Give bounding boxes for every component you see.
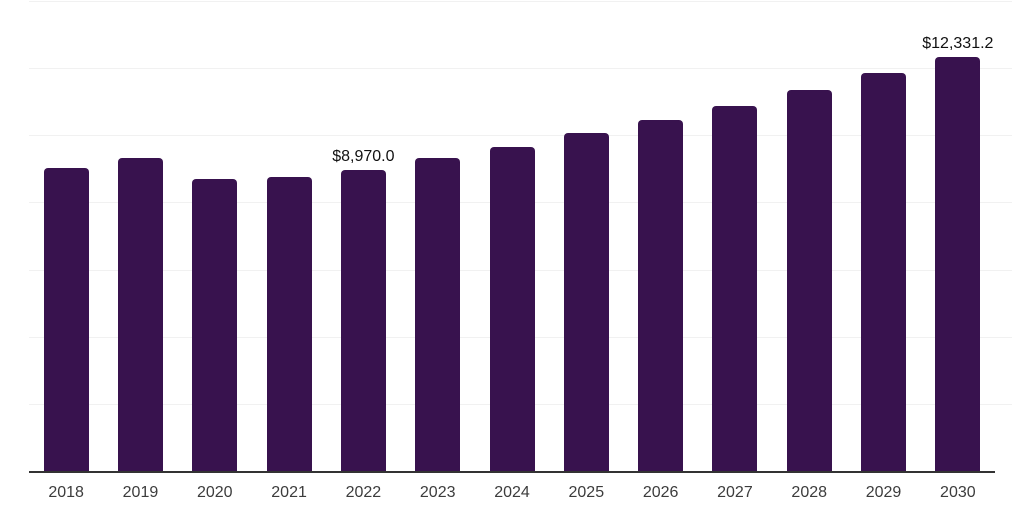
x-axis-line (29, 471, 995, 473)
bar-2027 (712, 106, 758, 471)
bar-2023 (415, 157, 461, 471)
bar-2025 (563, 133, 609, 471)
x-tick-label-2030: 2030 (940, 484, 976, 501)
gridline (29, 68, 1012, 70)
bar-2030 (935, 57, 981, 471)
bar-value-label-2030: $12,331.2 (922, 35, 994, 53)
bar-2028 (786, 89, 832, 471)
bar-2029 (861, 72, 907, 471)
gridline (29, 135, 1012, 137)
x-tick-label-2024: 2024 (494, 484, 530, 501)
x-tick-label-2029: 2029 (865, 484, 902, 501)
bar-2026 (638, 119, 684, 471)
x-tick-label-2027: 2027 (717, 484, 753, 501)
bar-2022 (340, 169, 386, 471)
x-tick-label-2025: 2025 (568, 484, 605, 501)
gridline (29, 1, 1012, 2)
bar-value-label-2022: $8,970.0 (332, 147, 395, 165)
x-tick-label-2026: 2026 (642, 484, 679, 501)
x-tick-label-2019: 2019 (122, 484, 159, 501)
x-tick-label-2020: 2020 (196, 484, 233, 501)
x-tick-label-2023: 2023 (419, 484, 456, 501)
x-tick-label-2021: 2021 (271, 484, 307, 501)
bar-2019 (117, 157, 163, 471)
bar-2020 (192, 178, 238, 471)
x-tick-label-2022: 2022 (345, 484, 382, 501)
x-tick-label-2028: 2028 (791, 484, 828, 501)
x-tick-label-2018: 2018 (48, 484, 84, 501)
bar-2018 (43, 168, 89, 471)
bar-2024 (489, 146, 535, 471)
bar-2021 (266, 176, 312, 471)
